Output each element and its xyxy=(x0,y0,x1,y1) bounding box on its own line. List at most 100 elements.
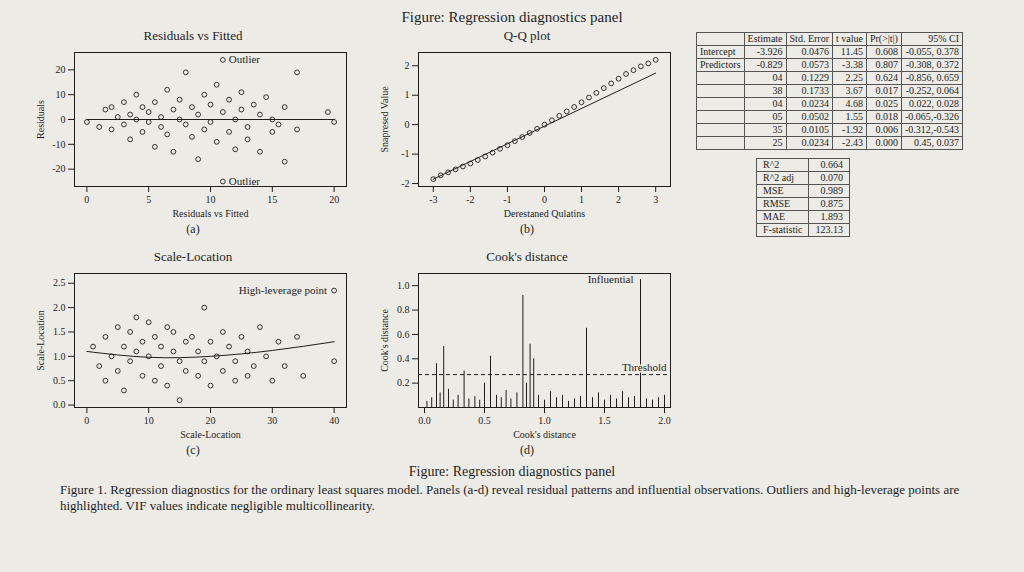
html-text:Q-Q plot: Q-Q plot xyxy=(503,28,551,43)
html-text:11.45: 11.45 xyxy=(840,46,863,57)
html-text:t value: t value xyxy=(836,33,863,44)
svg-text:10: 10 xyxy=(56,89,66,100)
svg-text:-2: -2 xyxy=(466,194,474,205)
svg-text:20: 20 xyxy=(329,194,339,205)
html-text:Pr(>|t|): Pr(>|t|) xyxy=(869,33,898,44)
svg-text:Cook's distance: Cook's distance xyxy=(513,429,576,440)
html-text:0.0234: 0.0234 xyxy=(801,98,829,109)
html-text:-0.856, 0.659: -0.856, 0.659 xyxy=(905,72,960,83)
svg-text:0: 0 xyxy=(61,114,66,125)
svg-text:2: 2 xyxy=(405,60,410,71)
svg-text:0: 0 xyxy=(405,119,410,130)
svg-text:1.5: 1.5 xyxy=(53,326,66,337)
svg-text:30: 30 xyxy=(267,415,277,426)
html-text:(d): (d) xyxy=(520,443,534,457)
html-text:-3.38: -3.38 xyxy=(842,59,863,70)
svg-text:Residuals: Residuals xyxy=(35,100,46,139)
html-text:0.807: 0.807 xyxy=(875,59,898,70)
svg-text:3: 3 xyxy=(653,194,658,205)
html-text:Figure: Regression diagnostics: Figure: Regression diagnostics panel xyxy=(401,9,623,25)
html-text:3.67: 3.67 xyxy=(845,85,863,96)
svg-text:0.6: 0.6 xyxy=(397,329,410,340)
html-text:0.0573: 0.0573 xyxy=(801,59,829,70)
svg-text:15: 15 xyxy=(267,194,277,205)
html-text:0.608: 0.608 xyxy=(875,46,898,57)
svg-text:0.2: 0.2 xyxy=(397,377,410,388)
html-text:0.1229: 0.1229 xyxy=(801,72,829,83)
svg-text:Scale-Location: Scale-Location xyxy=(180,429,241,440)
svg-text:-20: -20 xyxy=(52,163,65,174)
svg-text:0.4: 0.4 xyxy=(397,353,410,364)
svg-text:1: 1 xyxy=(579,194,584,205)
svg-text:0: 0 xyxy=(542,194,547,205)
svg-text:0: 0 xyxy=(84,415,89,426)
svg-text:2.0: 2.0 xyxy=(53,302,66,313)
svg-text:20: 20 xyxy=(56,64,66,75)
html-text:Predictors: Predictors xyxy=(700,59,741,70)
svg-text:-1: -1 xyxy=(503,194,511,205)
svg-text:Outlier: Outlier xyxy=(229,53,260,65)
svg-text:Snapresed Value: Snapresed Value xyxy=(379,86,390,153)
svg-text:-2: -2 xyxy=(401,178,409,189)
html-text:Figure 1. Regression diagnosti: Figure 1. Regression diagnostics for the… xyxy=(60,482,960,513)
svg-text:2.0: 2.0 xyxy=(658,415,671,426)
html-text:Figure: Regression diagnostics: Figure: Regression diagnostics panel xyxy=(408,464,616,479)
svg-text:0.5: 0.5 xyxy=(53,375,66,386)
svg-text:Outlier: Outlier xyxy=(229,175,260,187)
html-text:0.624: 0.624 xyxy=(875,72,898,83)
svg-text:0.8: 0.8 xyxy=(397,304,410,315)
html-text:38: 38 xyxy=(772,85,783,96)
html-text:95% CI: 95% CI xyxy=(928,33,960,44)
svg-text:1.0: 1.0 xyxy=(53,351,66,362)
svg-text:Influential: Influential xyxy=(588,273,634,285)
svg-text:0.5: 0.5 xyxy=(478,415,491,426)
html-text:(b): (b) xyxy=(520,222,534,236)
svg-text:Cook's distance: Cook's distance xyxy=(379,309,390,372)
svg-text:10: 10 xyxy=(206,194,216,205)
svg-text:-1: -1 xyxy=(401,148,409,159)
html-text:0.1733: 0.1733 xyxy=(801,85,829,96)
html-text:05: 05 xyxy=(772,111,783,122)
html-text:-3.926: -3.926 xyxy=(756,46,783,57)
html-text:0.025: 0.025 xyxy=(875,98,898,109)
html-text:Scale-Location: Scale-Location xyxy=(153,249,233,264)
svg-text:20: 20 xyxy=(206,415,216,426)
html-text:04: 04 xyxy=(772,98,783,109)
svg-text:1: 1 xyxy=(405,89,410,100)
svg-text:40: 40 xyxy=(329,415,339,426)
html-text:-0.308, 0.372: -0.308, 0.372 xyxy=(905,59,960,70)
html-text:-0.055, 0.378: -0.055, 0.378 xyxy=(905,46,960,57)
html-text:04: 04 xyxy=(772,72,783,83)
svg-text:High-leverage point: High-leverage point xyxy=(239,284,327,296)
svg-text:5: 5 xyxy=(146,194,151,205)
svg-text:2.5: 2.5 xyxy=(53,277,66,288)
html-text:0.0476: 0.0476 xyxy=(801,46,829,57)
svg-text:-10: -10 xyxy=(52,139,65,150)
html-text:Cook's distance: Cook's distance xyxy=(486,249,568,264)
html-text:(c): (c) xyxy=(186,443,200,457)
svg-text:1.5: 1.5 xyxy=(598,415,611,426)
html-text:Std. Error: Std. Error xyxy=(789,33,829,44)
svg-text:1.0: 1.0 xyxy=(397,280,410,291)
svg-text:-3: -3 xyxy=(429,194,437,205)
svg-text:10: 10 xyxy=(144,415,154,426)
html-text:2.25: 2.25 xyxy=(845,72,863,83)
svg-text:Residuals vs Fitted: Residuals vs Fitted xyxy=(172,208,248,219)
svg-text:1.0: 1.0 xyxy=(538,415,551,426)
html-text:-0.829: -0.829 xyxy=(756,59,783,70)
svg-text:Derestaned Qulatins: Derestaned Qulatins xyxy=(504,208,585,219)
svg-text:Threshold: Threshold xyxy=(622,361,667,373)
svg-text:0.0: 0.0 xyxy=(53,399,66,410)
html-text:Estimate: Estimate xyxy=(747,33,783,44)
html-text:-0.252, 0.064: -0.252, 0.064 xyxy=(905,85,960,96)
html-text:4.68: 4.68 xyxy=(845,98,863,109)
svg-text:Scale-Location: Scale-Location xyxy=(35,310,46,371)
svg-text:0: 0 xyxy=(84,194,89,205)
html-text:(a): (a) xyxy=(186,222,200,236)
svg-text:0.0: 0.0 xyxy=(418,415,431,426)
html-text:0.017: 0.017 xyxy=(875,85,898,96)
html-text:Residuals vs Fitted: Residuals vs Fitted xyxy=(143,28,243,43)
html-text:Intercept: Intercept xyxy=(700,46,736,57)
svg-text:2: 2 xyxy=(616,194,621,205)
html-text:0.022, 0.028: 0.022, 0.028 xyxy=(909,98,960,109)
